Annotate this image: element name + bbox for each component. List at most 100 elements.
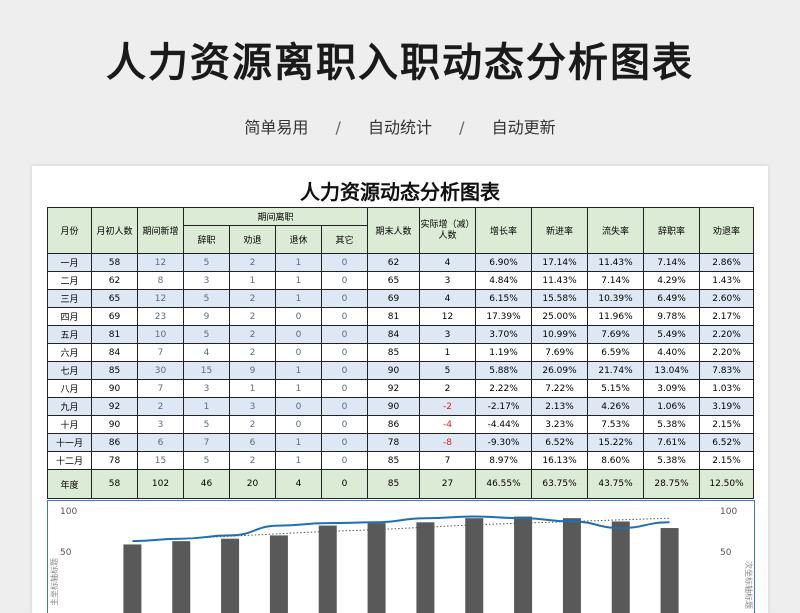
cell-retire: 0 <box>275 397 322 416</box>
cell-resign: 5 <box>183 289 230 308</box>
cell-start: 85 <box>91 361 138 380</box>
cell-start: 81 <box>91 325 138 344</box>
cell-retire: 1 <box>275 289 322 308</box>
cell-growth: 8.97% <box>475 451 533 470</box>
col-start: 月初人数 <box>91 207 138 254</box>
y2-axis-title: 次坐标轴标题 <box>744 561 754 609</box>
cell-growth: 1.19% <box>475 343 533 362</box>
cell-loss: 21.74% <box>587 361 645 380</box>
cell-retire: 1 <box>275 271 322 290</box>
cell-growth: 46.55% <box>475 469 533 499</box>
table-row: 七月 85 30 15 9 1 0 90 5 5.88% 26.09% 21.74% 13.04% 7.8… <box>47 361 755 380</box>
cell-loss: 4.26% <box>587 397 645 416</box>
cell-net: 4 <box>419 289 477 308</box>
table-row: 一月 58 12 5 2 1 0 62 4 6.90% 17.14% 11.43% 7.14% 2.86% <box>47 253 755 272</box>
cell-start: 92 <box>91 397 138 416</box>
cell-dismiss-rate: 1.03% <box>699 379 755 398</box>
cell-dismiss: 2 <box>229 307 276 326</box>
cell-resign-rate: 5.38% <box>643 415 701 434</box>
sheet-title: 人力资源动态分析图表 <box>300 180 500 204</box>
table-row: 四月 69 23 9 2 0 0 81 12 17.39% 25.00% 11.96% 9.78% 2.1… <box>47 307 755 326</box>
cell-loss: 7.53% <box>587 415 645 434</box>
cell-resign-rate: 13.04% <box>643 361 701 380</box>
y-tick-label: 100 <box>60 507 77 517</box>
chart-bar <box>416 522 435 613</box>
cell-loss: 6.59% <box>587 343 645 362</box>
cell-month: 十月 <box>47 415 92 434</box>
cell-other: 0 <box>320 397 369 416</box>
col-resign: 辞职 <box>183 225 230 254</box>
cell-other: 0 <box>320 361 369 380</box>
cell-growth: 2.22% <box>475 379 533 398</box>
cell-dismiss: 2 <box>229 451 276 470</box>
table-row: 六月 84 7 4 2 0 0 85 1 1.19% 7.69% 6.59% 4.40% 2.20% <box>47 343 755 362</box>
cell-month: 年度 <box>47 469 92 499</box>
cell-new: 7 <box>137 379 184 398</box>
col-other: 其它 <box>320 225 369 254</box>
cell-dismiss: 2 <box>229 325 276 344</box>
cell-resign-rate: 1.06% <box>643 397 701 416</box>
cell-dismiss: 6 <box>229 433 276 452</box>
cell-other: 0 <box>320 433 369 452</box>
cell-dismiss-rate: 12.50% <box>699 469 755 499</box>
col-month: 月份 <box>47 207 92 254</box>
cell-entry: 25.00% <box>531 307 589 326</box>
cell-net: -2 <box>419 397 477 416</box>
spreadsheet-preview: 人力资源动态分析图表 月份 月初人数 期间新增 期间离职 期末人数 实际增（减）… <box>32 166 768 613</box>
cell-other: 0 <box>320 325 369 344</box>
cell-month: 五月 <box>47 325 92 344</box>
cell-resign: 3 <box>183 379 230 398</box>
cell-net: 1 <box>419 343 477 362</box>
cell-resign-rate: 5.38% <box>643 451 701 470</box>
cell-start: 90 <box>91 379 138 398</box>
cell-retire: 0 <box>275 415 322 434</box>
cell-start: 62 <box>91 271 138 290</box>
col-dismiss-rate: 劝退率 <box>699 207 755 254</box>
cell-net: -8 <box>419 433 477 452</box>
cell-new: 102 <box>137 469 184 499</box>
cell-entry: 15.58% <box>531 289 589 308</box>
cell-month: 三月 <box>47 289 92 308</box>
cell-new: 6 <box>137 433 184 452</box>
cell-dismiss-rate: 2.15% <box>699 451 755 470</box>
cell-end: 90 <box>367 397 421 416</box>
cell-net: 7 <box>419 451 477 470</box>
table-row: 二月 62 8 3 1 1 0 65 3 4.84% 11.43% 7.14% 4.29% 1.43% <box>47 271 755 290</box>
cell-end: 85 <box>367 343 421 362</box>
chart-bar <box>514 516 533 613</box>
cell-new: 2 <box>137 397 184 416</box>
cell-end: 84 <box>367 325 421 344</box>
cell-other: 0 <box>320 451 369 470</box>
cell-growth: 6.15% <box>475 289 533 308</box>
cell-resign-rate: 4.40% <box>643 343 701 362</box>
cell-dismiss-rate: 6.52% <box>699 433 755 452</box>
cell-new: 8 <box>137 271 184 290</box>
cell-loss: 7.69% <box>587 325 645 344</box>
cell-entry: 11.43% <box>531 271 589 290</box>
cell-loss: 15.22% <box>587 433 645 452</box>
cell-resign: 5 <box>183 415 230 434</box>
cell-dismiss: 9 <box>229 361 276 380</box>
cell-entry: 3.23% <box>531 415 589 434</box>
col-retire: 退休 <box>275 225 322 254</box>
cell-loss: 5.15% <box>587 379 645 398</box>
cell-resign-rate: 6.49% <box>643 289 701 308</box>
col-end: 期末人数 <box>367 207 421 254</box>
cell-growth: 17.39% <box>475 307 533 326</box>
cell-resign: 7 <box>183 433 230 452</box>
cell-other: 0 <box>320 271 369 290</box>
cell-dismiss: 20 <box>229 469 276 499</box>
cell-other: 0 <box>320 343 369 362</box>
cell-other: 0 <box>320 289 369 308</box>
cell-end: 85 <box>367 451 421 470</box>
page-title: 人力资源离职入职动态分析图表 <box>106 40 694 86</box>
separator: / <box>459 118 465 137</box>
cell-start: 58 <box>91 469 138 499</box>
cell-net: 27 <box>419 469 477 499</box>
cell-resign-rate: 9.78% <box>643 307 701 326</box>
cell-entry: 10.99% <box>531 325 589 344</box>
cell-month: 八月 <box>47 379 92 398</box>
cell-growth: -2.17% <box>475 397 533 416</box>
cell-entry: 2.13% <box>531 397 589 416</box>
col-net: 实际增（减）人数 <box>419 207 477 254</box>
